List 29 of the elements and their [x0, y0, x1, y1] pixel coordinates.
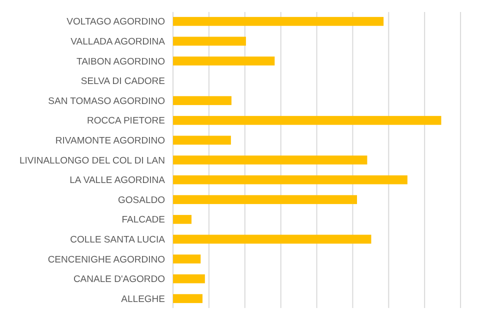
bar	[173, 56, 275, 66]
bar	[173, 96, 232, 106]
y-tick-label: RIVAMONTE AGORDINO	[55, 136, 165, 147]
y-tick-label: CANALE D'AGORDO	[73, 274, 165, 286]
bar	[173, 36, 246, 46]
y-tick-label: SELVA DI CADORE	[80, 76, 165, 88]
bar	[173, 214, 192, 224]
bar	[173, 234, 372, 244]
bar	[173, 195, 357, 204]
bar	[173, 274, 205, 284]
y-tick-label: ALLEGHE	[121, 294, 165, 305]
bar	[173, 16, 384, 26]
bar	[173, 156, 368, 164]
y-tick-label: VALLADA AGORDINA	[70, 36, 166, 48]
y-tick-label: VOLTAGO AGORDINO	[66, 16, 165, 28]
y-tick-label: LA VALLE AGORDINA	[70, 175, 166, 186]
y-tick-label: FALCADE	[122, 214, 165, 226]
y-tick-label: COLLE SANTA LUCIA	[70, 234, 166, 246]
bar	[173, 116, 442, 125]
bar	[173, 294, 203, 304]
bar	[173, 175, 408, 184]
y-tick-label: ROCCA PIETORE	[87, 116, 165, 127]
y-tick-label: LIVINALLONGO DEL COL DI LAN	[19, 155, 166, 166]
y-tick-label: CENCENIGHE AGORDINO	[48, 254, 165, 266]
bar	[173, 136, 231, 145]
bar	[173, 254, 201, 264]
y-tick-label: GOSALDO	[118, 194, 165, 206]
y-tick-label: SAN TOMASO AGORDINO	[48, 96, 165, 107]
y-tick-label: TAIBON AGORDINO	[76, 56, 165, 68]
